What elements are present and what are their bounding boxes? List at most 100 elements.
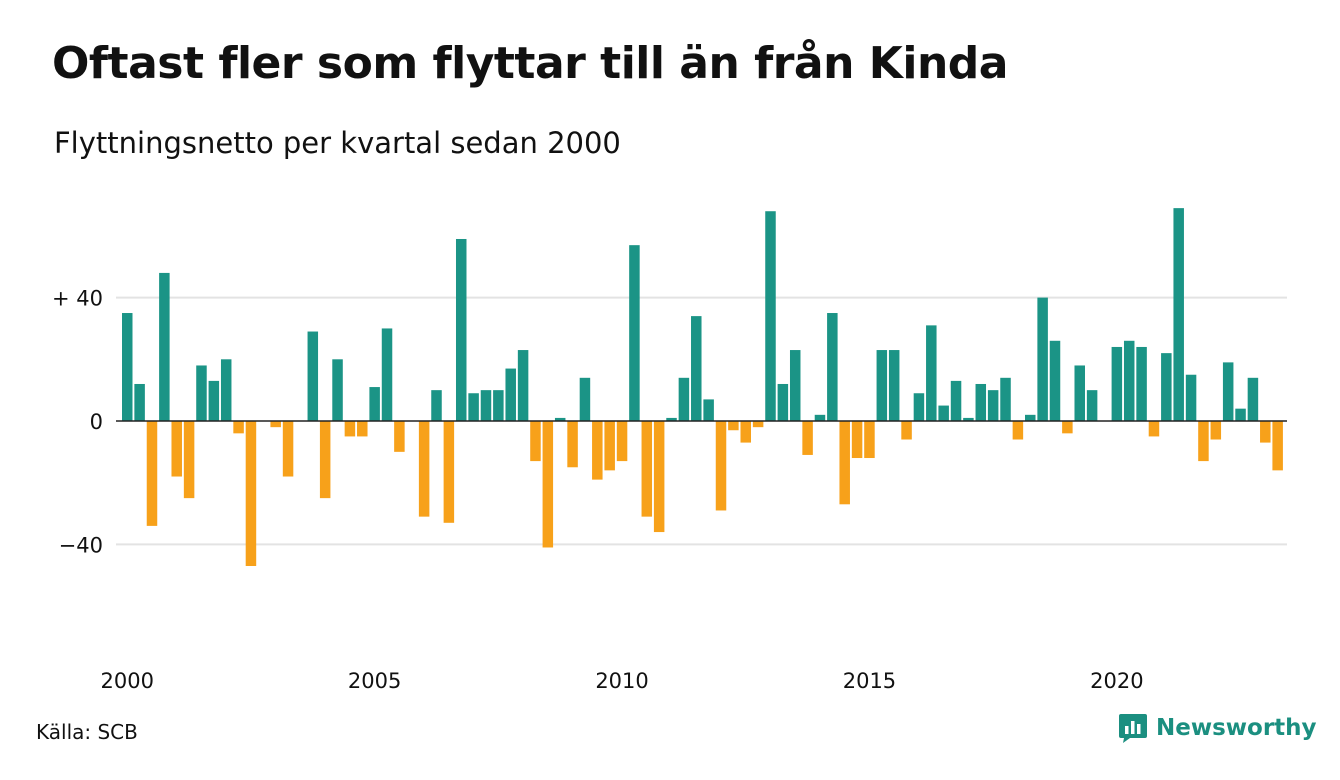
bar — [220, 359, 232, 421]
bar — [493, 390, 504, 421]
bar — [913, 393, 925, 422]
bar — [1000, 377, 1011, 421]
bar — [752, 421, 764, 428]
bar — [344, 421, 356, 437]
bar — [159, 272, 170, 421]
bar — [542, 421, 554, 548]
bar — [629, 245, 640, 421]
bar — [950, 380, 962, 421]
bar — [901, 421, 912, 440]
bar — [146, 421, 158, 526]
bar — [789, 350, 801, 421]
grid-lines — [116, 296, 1287, 546]
bar — [122, 313, 133, 421]
bar — [888, 350, 900, 421]
x-tick-label: 2010 — [595, 669, 648, 693]
bar — [319, 421, 331, 499]
bar — [1148, 421, 1160, 437]
bar — [777, 383, 789, 421]
bar — [579, 377, 591, 421]
y-tick-label: + 40 — [52, 287, 103, 311]
bar — [1086, 390, 1098, 421]
bar — [1260, 421, 1271, 443]
bar — [653, 421, 665, 533]
bar — [740, 421, 751, 443]
bar — [381, 328, 393, 421]
bar — [864, 421, 875, 459]
source-note: Källa: SCB — [36, 720, 138, 744]
bar — [171, 421, 182, 477]
bar — [728, 421, 739, 431]
chart-subtitle: Flyttningsnetto per kvartal sedan 2000 — [54, 126, 621, 160]
bar — [567, 421, 578, 468]
bar — [357, 421, 368, 437]
bar — [208, 380, 220, 421]
bar — [1235, 408, 1246, 421]
bar — [1111, 346, 1123, 421]
bar — [678, 377, 690, 421]
bar — [394, 421, 405, 452]
bar — [1161, 353, 1172, 421]
bar — [530, 421, 541, 462]
bar — [851, 421, 863, 459]
bar — [505, 368, 516, 422]
bar — [839, 421, 850, 505]
bar — [183, 421, 195, 499]
x-tick-label: 2005 — [348, 669, 401, 693]
bar-chart: + 40 0 −40 2000 2005 2010 2015 2020 — [52, 208, 1287, 693]
bar — [455, 238, 467, 421]
bar — [418, 421, 430, 517]
bars — [122, 208, 1283, 566]
bar — [443, 421, 455, 523]
bar — [270, 421, 281, 428]
bar — [666, 417, 677, 421]
bar — [1272, 421, 1283, 471]
y-tick-label: 0 — [90, 410, 103, 434]
bar — [134, 383, 145, 421]
bar — [938, 405, 949, 421]
bar — [616, 421, 628, 462]
bar — [245, 421, 257, 566]
bar — [876, 350, 888, 421]
x-tick-label: 2020 — [1090, 669, 1143, 693]
bar — [554, 417, 566, 421]
brand-name: Newsworthy — [1156, 715, 1317, 741]
bar — [282, 421, 294, 477]
bar — [1012, 421, 1024, 440]
bar — [604, 421, 615, 471]
bar — [1185, 374, 1197, 421]
brand-logo: Newsworthy — [1118, 712, 1317, 744]
bar — [1198, 421, 1209, 462]
bar — [1136, 346, 1147, 421]
bar — [963, 417, 974, 421]
bar — [802, 421, 813, 455]
y-tick-label: −40 — [59, 533, 103, 557]
bar — [1210, 421, 1222, 440]
x-axis-ticks: 2000 2005 2010 2015 2020 — [101, 669, 1144, 693]
bar — [233, 421, 244, 434]
bar — [332, 359, 343, 421]
bar-chart-logo-icon — [1119, 714, 1147, 743]
bar — [1123, 340, 1135, 421]
bar — [691, 316, 702, 421]
bar — [468, 393, 479, 422]
bar — [1049, 340, 1061, 421]
x-tick-label: 2000 — [101, 669, 154, 693]
y-axis-ticks: + 40 0 −40 — [52, 287, 103, 558]
bar — [1222, 362, 1234, 421]
bar — [196, 365, 207, 421]
bar — [827, 313, 838, 421]
bar — [715, 421, 727, 511]
x-tick-label: 2015 — [843, 669, 896, 693]
bar — [926, 325, 937, 422]
bar — [1037, 297, 1048, 421]
bar — [1025, 414, 1036, 421]
bar — [814, 414, 826, 421]
bar — [592, 421, 603, 480]
bar — [517, 350, 529, 421]
bar — [369, 387, 380, 421]
bar — [975, 383, 987, 421]
bar — [1062, 421, 1073, 434]
bar — [480, 390, 492, 421]
chart-title: Oftast fler som flyttar till än från Kin… — [52, 38, 1008, 89]
